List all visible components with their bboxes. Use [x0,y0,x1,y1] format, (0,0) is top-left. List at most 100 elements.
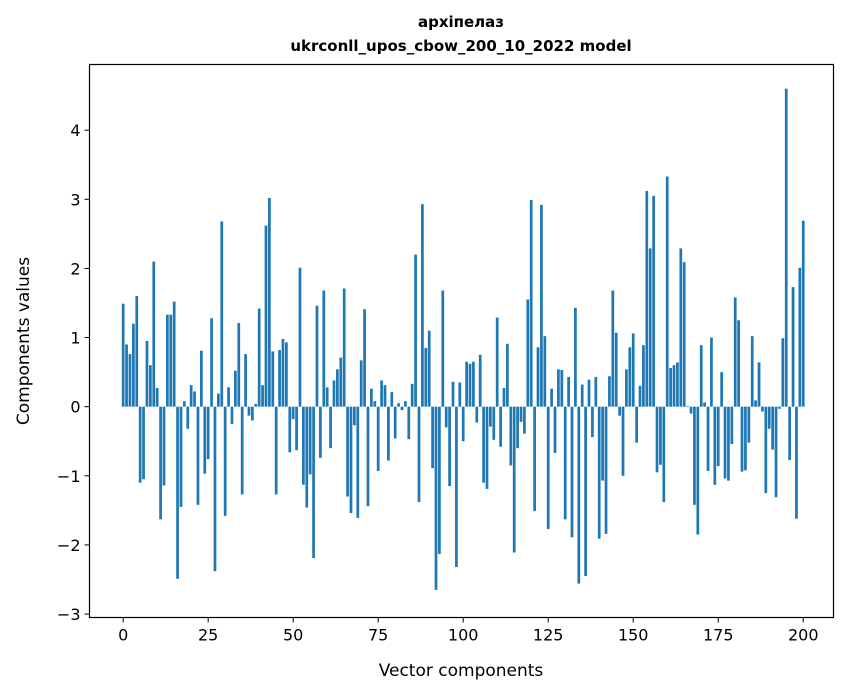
bar-16 [176,406,179,579]
bar-93 [438,406,441,554]
bar-63 [336,369,339,407]
bar-39 [254,403,258,407]
bar-1 [125,344,128,407]
bar-48 [285,342,288,407]
bar-164 [679,248,683,407]
bar-77 [383,385,387,407]
bar-53 [302,406,305,485]
bar-187 [757,362,761,407]
bar-193 [778,406,781,409]
bar-123 [540,204,543,407]
bar-57 [315,305,319,407]
x-tick-label: 25 [198,626,218,645]
y-axis-ticks: −3 −2 −1 0 1 2 3 4 [57,121,90,624]
bar-92 [434,406,438,590]
bar-67 [349,406,353,514]
bar-124 [543,336,547,407]
bar-139 [594,376,598,407]
bar-58 [319,406,322,458]
bar-180 [733,297,737,407]
bar-21 [193,391,196,407]
bar-178 [727,406,730,481]
chart-title: архіпелаз [418,13,504,31]
bar-28 [217,393,220,407]
bar-112 [502,388,506,407]
bar-194 [781,338,785,407]
bar-129 [560,370,564,407]
bar-186 [754,400,757,407]
bar-197 [791,287,795,407]
bar-76 [380,380,383,407]
bar-33 [234,370,237,407]
bar-114 [509,406,513,466]
bar-127 [553,406,557,453]
bar-3 [132,323,135,407]
bar-154 [645,191,649,407]
bar-168 [693,406,696,505]
bar-12 [162,406,166,486]
bar-191 [771,406,774,450]
bar-59 [322,290,326,407]
bar-14 [169,314,173,407]
bar-60 [325,387,329,407]
bar-31 [227,387,230,407]
bar-73 [370,388,373,407]
bar-138 [591,406,594,438]
x-tick-label: 0 [118,626,128,645]
bar-52 [298,267,302,407]
bar-134 [577,406,581,584]
bar-117 [519,406,523,422]
bar-171 [703,402,706,407]
y-tick-label: 1 [70,329,80,348]
bar-188 [761,406,764,412]
bar-198 [795,406,798,519]
bar-104 [475,406,479,423]
bar-137 [587,379,591,407]
x-tick-label: 125 [533,626,564,645]
bar-195 [784,88,788,407]
bar-169 [696,406,700,535]
bar-102 [468,363,472,407]
bar-140 [597,406,601,539]
bar-131 [567,376,570,407]
bar-87 [417,406,421,503]
bar-133 [574,307,577,407]
bar-6 [142,406,145,480]
bar-42 [264,225,268,407]
bar-192 [774,406,778,498]
bar-153 [642,345,645,407]
bar-149 [628,347,632,407]
bar-23 [200,350,203,407]
bar-151 [635,406,638,443]
bar-32 [230,406,234,424]
bar-2 [128,354,132,407]
bar-159 [662,406,666,503]
bar-167 [689,406,693,414]
bar-96 [448,406,451,487]
y-tick-label: 0 [70,398,80,417]
bars-group [121,88,805,590]
bar-19 [186,406,190,429]
bar-10 [155,388,159,407]
bar-8 [149,365,152,407]
y-tick-label: 2 [70,259,80,278]
y-tick-label: 3 [70,190,80,209]
bar-135 [580,384,584,407]
x-tick-label: 75 [368,626,388,645]
bar-15 [172,301,176,407]
bar-30 [223,406,227,516]
x-tick-label: 150 [618,626,649,645]
bar-49 [288,406,292,453]
bar-100 [461,406,465,442]
y-tick-label: −2 [57,536,81,555]
bar-176 [720,372,723,407]
bar-189 [764,406,768,494]
bar-78 [387,406,390,461]
bar-145 [614,332,618,407]
bar-35 [240,406,244,495]
bar-40 [257,308,261,407]
bar-106 [482,406,485,483]
bar-179 [730,406,734,444]
bar-120 [529,199,533,407]
bar-44 [271,351,275,407]
